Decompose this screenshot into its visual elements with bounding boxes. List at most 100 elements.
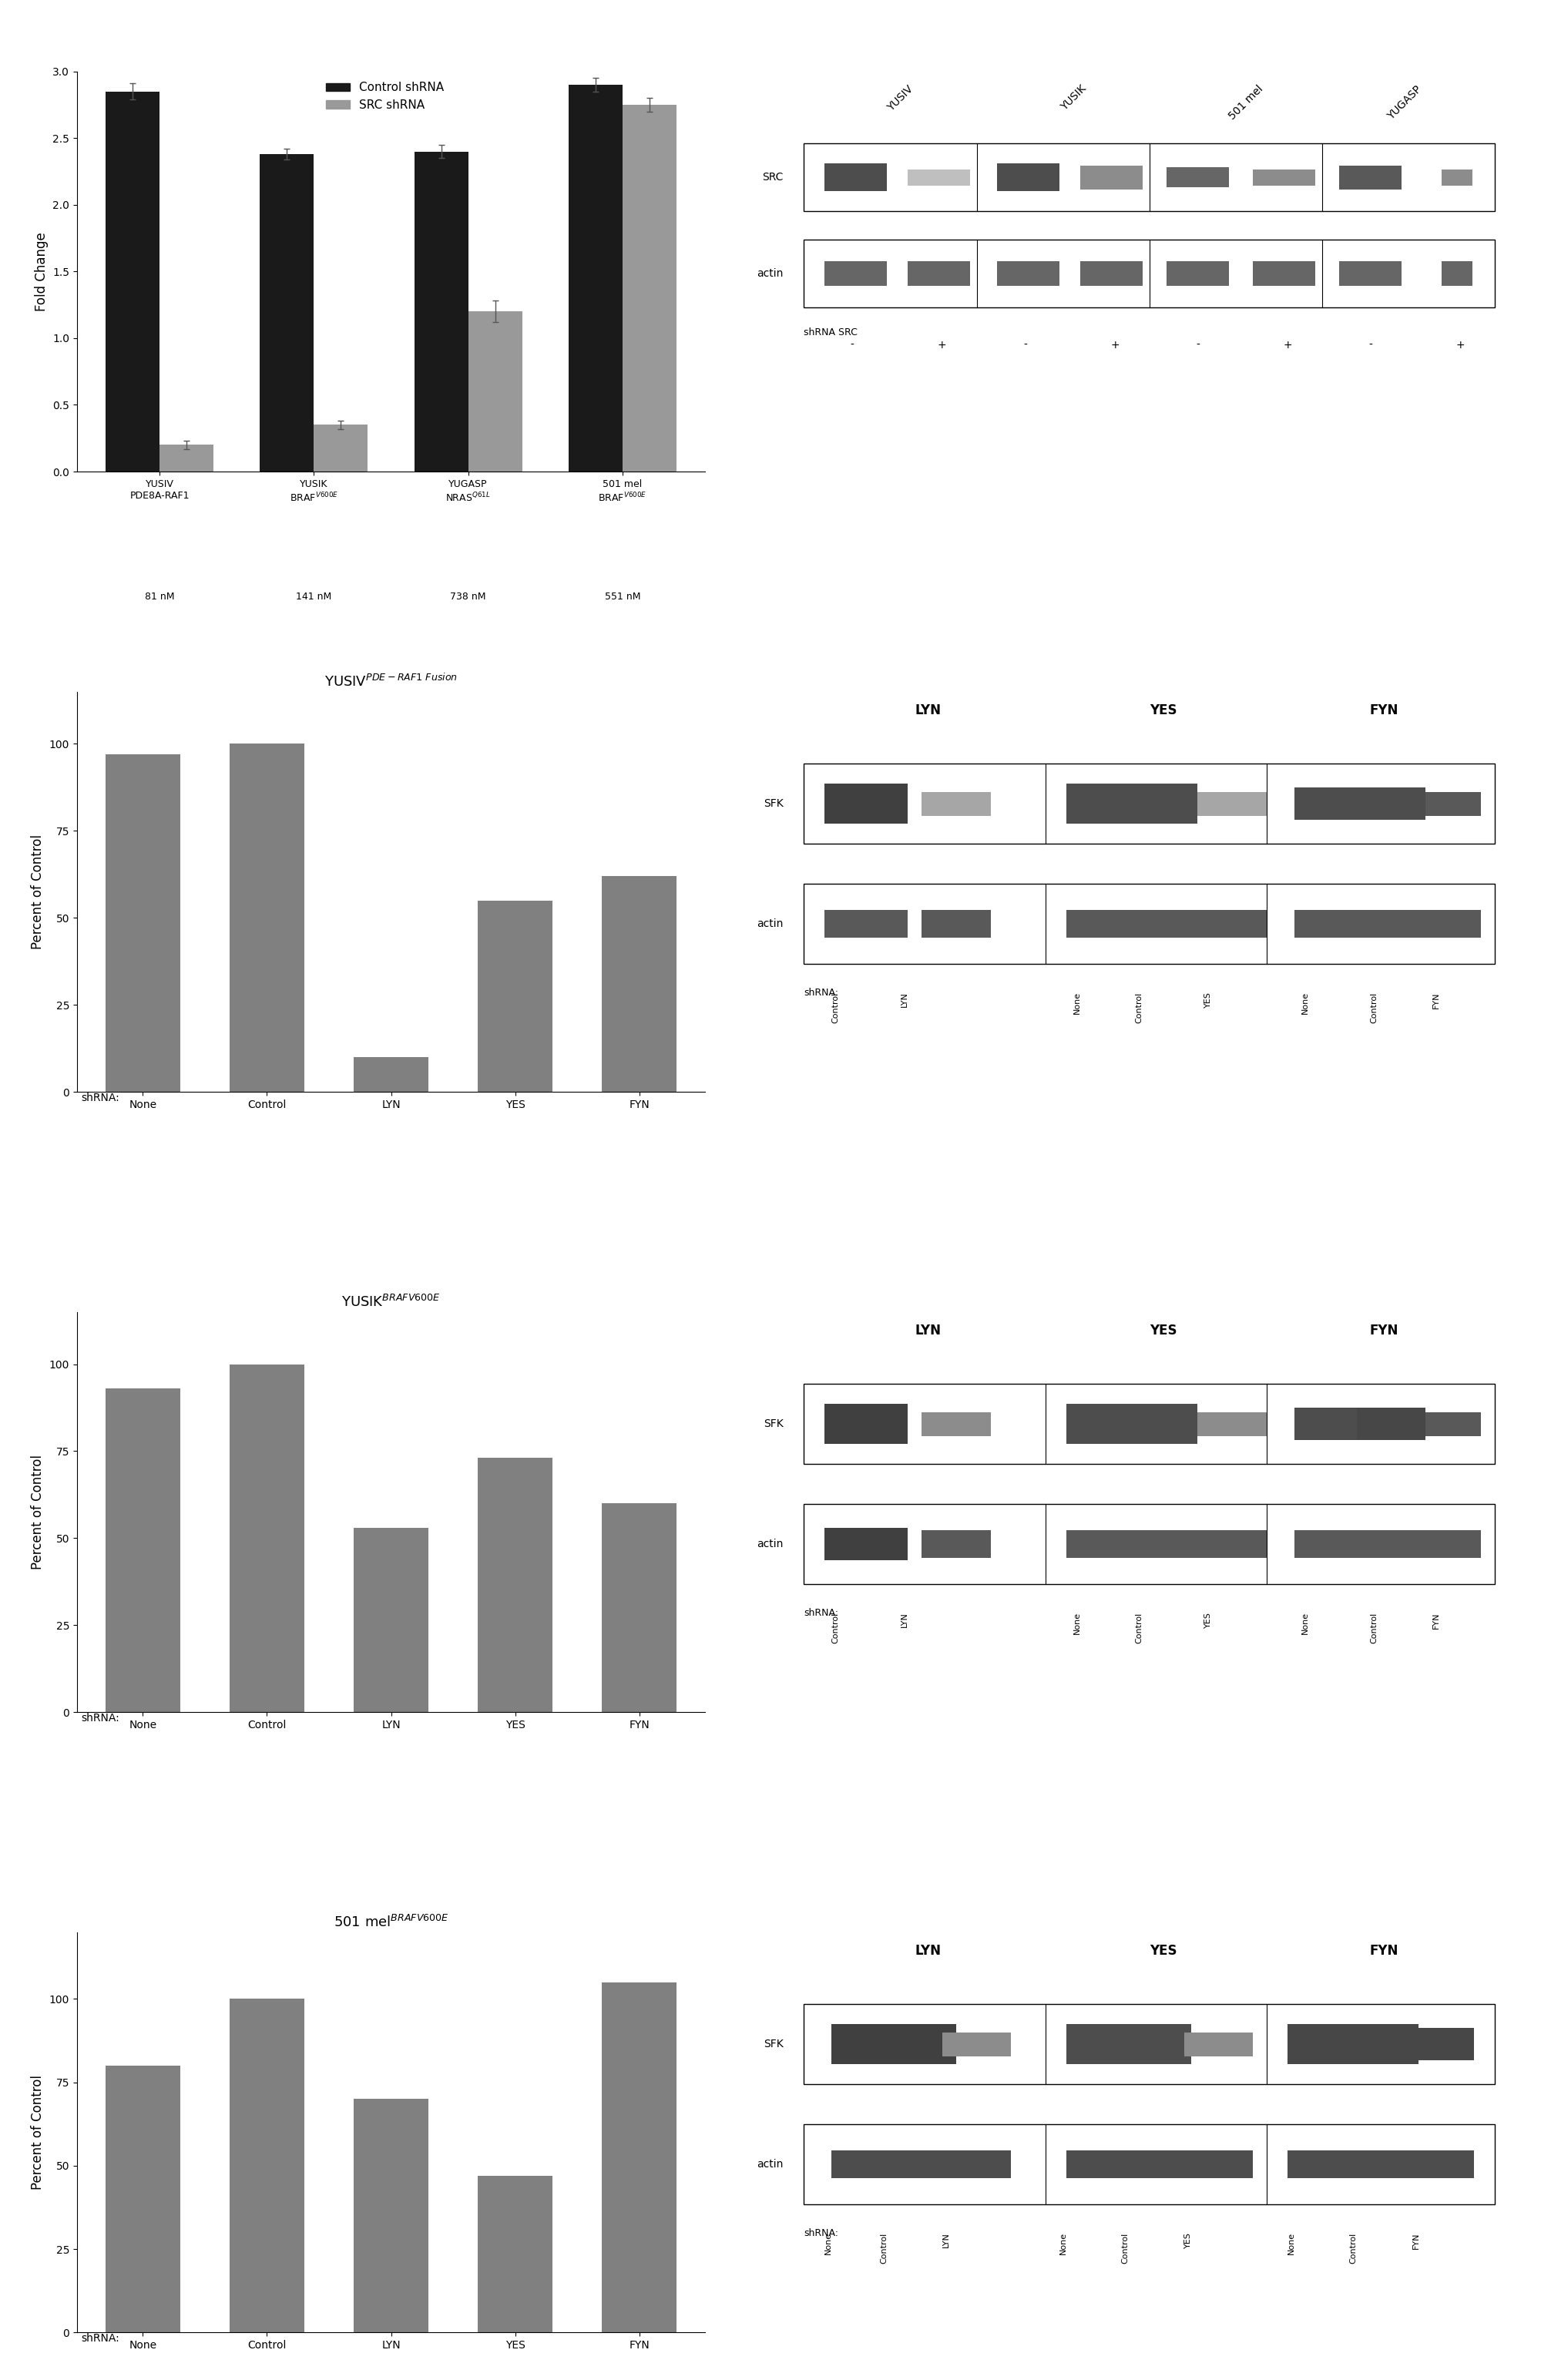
Text: actin: actin — [757, 2159, 783, 2171]
Bar — [415, 152, 468, 471]
Bar — [1253, 169, 1314, 186]
Bar — [1288, 2025, 1356, 2063]
Bar — [1350, 2025, 1419, 2063]
Y-axis label: Percent of Control: Percent of Control — [31, 835, 45, 950]
Text: 738 nM: 738 nM — [450, 593, 485, 602]
Bar — [1167, 167, 1228, 188]
Text: Control: Control — [1136, 1611, 1143, 1642]
Bar — [888, 2025, 955, 2063]
Bar — [804, 764, 1495, 845]
Bar — [314, 426, 368, 471]
Bar — [623, 105, 676, 471]
Bar — [1197, 1530, 1267, 1559]
Bar — [1294, 1409, 1364, 1440]
Bar — [1294, 788, 1364, 819]
Y-axis label: Percent of Control: Percent of Control — [31, 2075, 45, 2190]
Title: 501 mel$^{BRAFV600E}$: 501 mel$^{BRAFV600E}$ — [333, 1914, 448, 1930]
Bar — [824, 1528, 908, 1559]
Text: YES: YES — [1205, 1611, 1213, 1628]
Text: FYN: FYN — [1370, 1944, 1399, 1959]
Bar — [824, 262, 888, 286]
Bar — [922, 909, 991, 938]
Text: LYN: LYN — [900, 1611, 908, 1628]
Bar — [478, 2175, 552, 2332]
Text: Control: Control — [880, 2232, 888, 2263]
Bar — [804, 2125, 1495, 2204]
Text: shRNA SRC: shRNA SRC — [804, 328, 858, 338]
Text: None: None — [1288, 2232, 1296, 2254]
Bar — [1128, 909, 1197, 938]
Text: LYN: LYN — [915, 1944, 942, 1959]
Text: shRNA:: shRNA: — [80, 1092, 119, 1102]
Bar — [832, 2149, 900, 2178]
Bar — [354, 1057, 428, 1092]
Bar — [1066, 1404, 1136, 1445]
Text: shRNA:: shRNA: — [804, 988, 838, 997]
Bar — [603, 876, 676, 1092]
Bar — [1419, 2028, 1475, 2061]
Bar — [804, 240, 1495, 307]
Bar — [824, 164, 888, 190]
Text: -: - — [1196, 340, 1199, 350]
Legend: Control shRNA, SRC shRNA: Control shRNA, SRC shRNA — [322, 76, 448, 117]
Bar — [1066, 783, 1136, 823]
Bar — [824, 783, 908, 823]
Bar — [354, 2099, 428, 2332]
Bar — [1350, 2149, 1419, 2178]
Text: LYN: LYN — [915, 704, 942, 716]
Text: LYN: LYN — [942, 2232, 949, 2247]
Bar — [1356, 909, 1425, 938]
Bar — [1253, 262, 1314, 286]
Text: YUSIK: YUSIK — [1059, 83, 1088, 112]
Text: actin: actin — [757, 1537, 783, 1549]
Bar — [1425, 1530, 1481, 1559]
Text: None: None — [1074, 1611, 1082, 1635]
Bar — [1425, 909, 1481, 938]
Bar — [603, 1504, 676, 1711]
Bar — [1183, 2033, 1253, 2056]
Bar — [997, 262, 1060, 286]
Bar — [804, 143, 1495, 212]
Text: SFK: SFK — [763, 1418, 783, 1430]
Bar — [1294, 909, 1364, 938]
Text: -: - — [1368, 340, 1373, 350]
Bar — [354, 1528, 428, 1711]
Text: Control: Control — [1136, 992, 1143, 1023]
Bar — [160, 445, 214, 471]
Bar — [804, 2004, 1495, 2085]
Bar — [1356, 1409, 1425, 1440]
Text: Control: Control — [1350, 2232, 1358, 2263]
Text: +: + — [1111, 340, 1119, 350]
Bar — [1419, 2149, 1475, 2178]
Bar — [997, 164, 1060, 190]
Text: shRNA:: shRNA: — [804, 1609, 838, 1618]
Bar — [106, 754, 180, 1092]
Text: 141 nM: 141 nM — [296, 593, 331, 602]
Bar — [1128, 1530, 1197, 1559]
Bar — [1339, 167, 1401, 190]
Bar — [1066, 1530, 1136, 1559]
Bar — [908, 262, 969, 286]
Text: 551 nM: 551 nM — [604, 593, 641, 602]
Bar — [1066, 2149, 1136, 2178]
Bar — [468, 312, 522, 471]
Bar — [1183, 2149, 1253, 2178]
Bar — [804, 1504, 1495, 1585]
Text: FYN: FYN — [1412, 2232, 1419, 2249]
Bar — [1080, 262, 1142, 286]
Text: Control: Control — [832, 992, 840, 1023]
Bar — [569, 86, 623, 471]
Bar — [260, 155, 314, 471]
Text: SFK: SFK — [763, 2040, 783, 2049]
Bar — [942, 2149, 1011, 2178]
Title: YUSIK$^{BRAFV600E}$: YUSIK$^{BRAFV600E}$ — [342, 1295, 441, 1309]
Bar — [824, 1404, 908, 1445]
Bar — [922, 1411, 991, 1435]
Text: -: - — [851, 340, 854, 350]
Text: YES: YES — [1205, 992, 1213, 1007]
Text: shRNA:: shRNA: — [80, 1714, 119, 1723]
Bar — [1197, 909, 1267, 938]
Bar — [230, 745, 304, 1092]
Bar — [1128, 783, 1197, 823]
Text: FYN: FYN — [1433, 1611, 1441, 1628]
